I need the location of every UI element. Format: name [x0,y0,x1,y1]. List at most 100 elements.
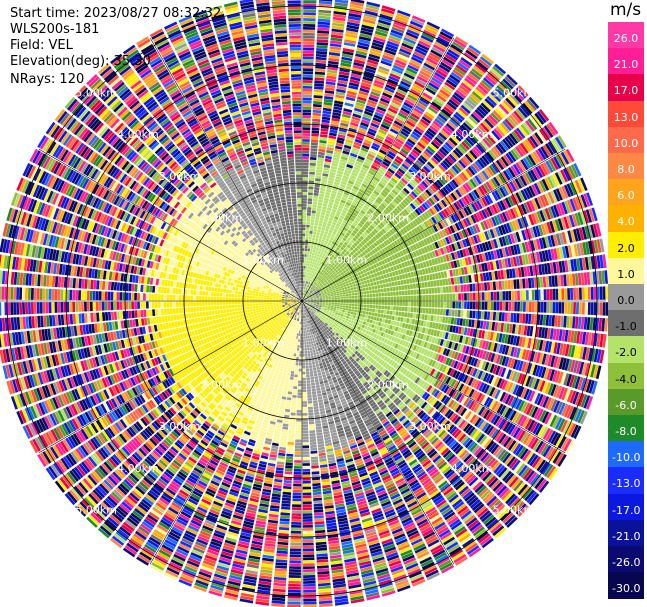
gate-cell [316,208,322,212]
gate-cell [475,292,479,301]
gate-cell [462,318,466,327]
gate-cell [437,308,441,315]
gate-cell [311,213,316,217]
gate-cell [479,273,484,282]
gate-cell [548,275,552,287]
gate-cell [357,44,369,50]
gate-cell [446,301,450,309]
gate-cell [602,302,606,316]
gate-cell [354,292,358,296]
gate-cell [602,286,606,300]
gate-cell [303,38,315,42]
gate-cell [305,278,307,281]
gate-cell [442,286,446,293]
gate-cell [311,270,314,274]
gate-cell [328,60,339,65]
gate-cell [375,301,379,305]
gate-cell [311,207,317,211]
gate-cell [581,287,585,300]
gate-cell [322,203,328,207]
gate-cell [353,59,366,65]
gate-cell [332,187,338,192]
gate-cell [313,246,317,250]
gate-cell [542,276,547,288]
gate-cell [517,290,520,301]
gate-cell [384,305,388,310]
gate-cell [318,151,325,156]
gate-cell [336,306,340,309]
gate-cell [443,301,447,308]
gate-cell [317,160,324,164]
gate-cell [312,109,322,114]
gate-cell [325,302,329,304]
gate-cell [325,213,330,217]
gate-cell [450,277,455,285]
gate-cell [307,263,310,267]
gate-cell [376,280,380,285]
gate-cell [589,317,594,331]
gate-cell [411,295,414,301]
gate-cell [334,301,338,303]
gate-cell [303,24,316,27]
gate-cell [332,309,336,312]
gate-cell [458,301,461,309]
gate-cell [320,211,326,216]
gate-cell [422,307,426,314]
gate-cell [378,297,382,301]
gate-cell [309,270,312,273]
gate-cell [308,242,311,246]
gate-cell [336,293,340,296]
gate-cell [479,320,484,329]
gate-cell [381,5,396,12]
gate-cell [373,316,377,321]
gate-cell [508,290,512,301]
gate-cell [365,311,369,315]
gate-cell [404,284,408,290]
gate-cell [354,104,364,110]
gate-cell [310,157,317,161]
gate-cell [302,147,310,151]
gate-cell [374,312,378,317]
gate-cell [420,320,424,327]
gate-cell [395,306,399,311]
gate-cell [306,272,308,275]
gate-cell [311,127,320,131]
gate-cell [328,217,334,221]
gate-cell [331,301,335,303]
gate-cell [343,298,346,301]
gate-cell [444,316,449,324]
gate-cell [363,13,378,19]
gate-cell [343,301,346,304]
gate-cell [319,193,325,197]
gate-cell [377,275,382,281]
gate-cell [369,293,373,298]
gate-cell [422,301,426,307]
gate-cell [510,312,514,323]
gate-cell [343,147,351,153]
gate-cell [382,283,387,288]
gate-cell [318,145,326,150]
gate-cell [328,52,341,57]
gate-cell [314,86,324,90]
gate-cell [358,36,372,42]
gate-cell [499,301,503,311]
gate-cell [325,297,329,299]
gate-cell [442,309,446,316]
gate-cell [305,269,307,272]
gate-cell [334,178,341,183]
gate-cell [355,301,358,304]
gate-cell [387,277,392,283]
gate-cell [325,228,330,232]
gate-cell [481,282,485,291]
gate-cell [350,152,358,158]
gate-cell [394,281,398,286]
gate-cell [354,309,357,313]
gate-cell [305,287,307,290]
gate-cell [352,144,361,150]
gate-cell [332,16,346,22]
gate-cell [531,302,535,313]
gate-cell [316,244,320,248]
gate-cell [344,141,353,147]
gate-cell [349,124,358,130]
gate-cell [392,286,396,292]
